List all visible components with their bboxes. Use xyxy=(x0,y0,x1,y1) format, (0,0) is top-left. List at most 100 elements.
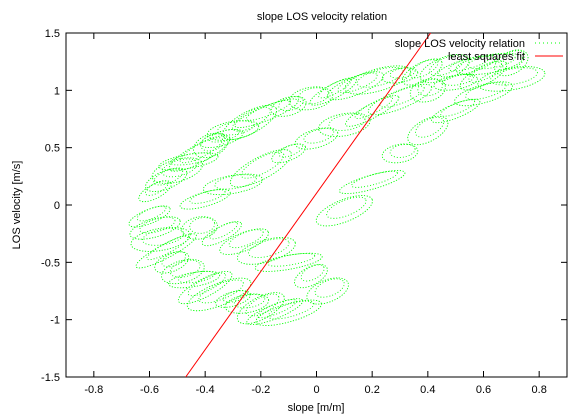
x-tick-label: 0.4 xyxy=(420,384,435,396)
y-tick-label: -1.5 xyxy=(41,372,60,384)
scatter-loop-inner xyxy=(209,221,238,240)
scatter-loop xyxy=(409,78,446,103)
scatter-loop xyxy=(236,292,285,325)
scatter-loop-inner xyxy=(354,96,394,120)
scatter-loop-inner xyxy=(169,152,213,166)
legend-label-fit: least squares fit xyxy=(448,51,525,63)
scatter-loop-inner xyxy=(409,59,439,79)
scatter-loop xyxy=(130,226,191,252)
scatter-loop-inner xyxy=(256,299,297,319)
scatter-loop xyxy=(206,120,260,141)
scatter-loop xyxy=(229,149,292,188)
scatter-loop-inner xyxy=(245,293,280,317)
x-tick-label: 0 xyxy=(313,384,319,396)
scatter-loop-inner xyxy=(139,216,176,234)
scatter-loop xyxy=(338,170,406,195)
y-axis: -1.5 -1 -0.5 0 0.5 1 1.5 xyxy=(41,28,567,384)
scatter-loop-inner xyxy=(490,67,538,86)
scatter-loop xyxy=(419,53,470,84)
scatter-loop-inner xyxy=(278,96,304,112)
scatter-loop-inner xyxy=(465,82,507,100)
scatter-loop-inner xyxy=(417,78,443,97)
scatter-loop-inner xyxy=(222,289,248,303)
scatter-loop-inner xyxy=(468,61,502,83)
scatter-loop-inner xyxy=(267,300,315,320)
x-axis: -0.8 -0.6 -0.4 -0.2 0 0.2 0.4 0.6 0.8 xyxy=(84,33,547,396)
scatter-loop-inner xyxy=(136,205,167,222)
scatter-loop-inner xyxy=(442,73,474,86)
scatter-loop xyxy=(215,290,251,308)
scatter-loop-inner xyxy=(428,55,465,76)
scatter-loop xyxy=(236,236,296,265)
scatter-loop-inner xyxy=(208,128,240,143)
scatter-loop-inner xyxy=(169,259,201,278)
x-tick-label: 0.8 xyxy=(532,384,547,396)
scatter-loop-inner xyxy=(142,228,185,246)
scatter-loop-inner xyxy=(161,251,187,268)
scatter-loop xyxy=(318,112,371,137)
scatter-loop xyxy=(145,167,188,192)
scatter-loop xyxy=(158,152,219,171)
scatter-loop xyxy=(129,216,181,240)
scatter-loop xyxy=(270,95,307,117)
scatter-loop-inner xyxy=(233,293,266,309)
scatter-loop xyxy=(168,135,231,172)
scatter-loop-inner xyxy=(379,85,425,108)
scatter-loop xyxy=(294,127,339,150)
scatter-loop xyxy=(135,233,197,269)
chart-title: slope LOS velocity relation xyxy=(257,11,387,23)
scatter-loop xyxy=(381,143,419,164)
fit-line xyxy=(185,33,432,377)
plot-frame xyxy=(65,32,568,378)
scatter-loop-inner xyxy=(214,174,257,190)
scatter-loop xyxy=(202,173,264,196)
scatter-loop-inner xyxy=(326,196,367,219)
scatter-loop-inner xyxy=(146,235,190,261)
scatter-loop-inner xyxy=(245,99,292,121)
scatter-loop xyxy=(407,115,449,146)
y-tick-label: -0.5 xyxy=(41,257,60,269)
x-tick-label: -0.8 xyxy=(84,384,103,396)
scatter-loop-inner xyxy=(297,87,330,105)
x-tick-label: -0.4 xyxy=(196,384,215,396)
scatter-loop xyxy=(154,251,190,274)
y-tick-label: 0 xyxy=(54,200,60,212)
scatter-loop xyxy=(315,195,373,227)
scatter-loop-inner xyxy=(278,143,303,158)
y-axis-title: LOS velocity [m/s] xyxy=(11,161,23,250)
scatter-loop xyxy=(326,71,384,101)
scatter-loop xyxy=(344,65,412,95)
scatter-loop-inner xyxy=(161,158,198,178)
scatter-loop xyxy=(201,221,243,247)
scatter-loop xyxy=(345,95,400,127)
scatter-loop xyxy=(193,132,229,159)
scatter-loop xyxy=(455,52,524,76)
scatter-loop xyxy=(128,205,171,228)
scatter-loop xyxy=(167,270,221,289)
scatter-loop-inner xyxy=(351,170,398,188)
fit-series xyxy=(185,33,432,377)
scatter-loop xyxy=(177,270,233,305)
scatter-loop xyxy=(477,66,546,92)
scatter-loop-inner xyxy=(448,55,490,72)
scatter-loop-inner xyxy=(356,66,404,88)
scatter-loop-inner xyxy=(389,143,416,158)
y-tick-label: 1 xyxy=(54,85,60,97)
scatter-loop-inner xyxy=(328,113,366,131)
scatter-loop xyxy=(186,277,252,312)
scatter-loop xyxy=(181,216,218,240)
y-tick-label: 1.5 xyxy=(45,28,60,40)
scatter-loop-inner xyxy=(189,217,216,234)
scatter-loop-inner xyxy=(267,253,316,267)
scatter-loop-inner xyxy=(198,279,244,304)
scatter-loop xyxy=(367,83,433,116)
scatter-loop xyxy=(271,143,307,164)
x-tick-label: 0.6 xyxy=(476,384,491,396)
scatter-loop-inner xyxy=(153,168,184,186)
scatter-loop xyxy=(224,293,270,314)
scatter-loop-inner xyxy=(415,116,445,138)
legend-label-relation: slope LOS velocity relation xyxy=(395,38,525,50)
scatter-loop-inner xyxy=(440,99,476,117)
scatter-loop-inner xyxy=(179,137,223,164)
